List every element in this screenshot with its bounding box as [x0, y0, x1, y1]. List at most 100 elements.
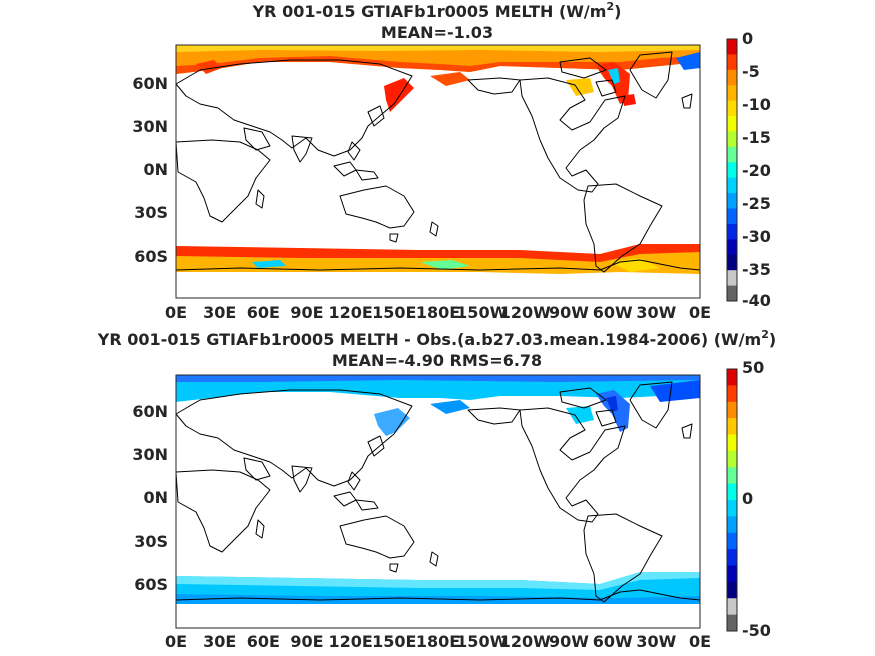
- x-tick-label: 30E: [203, 303, 236, 322]
- colorbar-tick-label: -10: [742, 95, 771, 114]
- colorbar-segment: [727, 614, 737, 632]
- x-tick-label: 150E: [372, 632, 416, 651]
- colorbar-segment: [727, 285, 737, 302]
- labrador-diff-dark-2: [606, 396, 618, 412]
- colorbar-segment: [727, 516, 737, 534]
- colorbar-frame: [726, 38, 738, 302]
- hudson-melt-1: [566, 78, 594, 96]
- colorbar-segment: [727, 369, 737, 386]
- colorbar-segment: [727, 116, 737, 132]
- map-2-frame: [175, 374, 701, 629]
- colorbar-segment: [727, 483, 737, 501]
- x-tick-label: 60W: [593, 632, 633, 651]
- y-tick-label: 30S: [134, 532, 168, 551]
- y-tick-label: 60N: [132, 402, 168, 421]
- chart-1-colorbar-ticks: 0 -5 -10 -15 -20 -25 -30 -35 -40: [742, 29, 771, 310]
- arctic-diff-dark-2: [176, 375, 700, 382]
- chart-1-y-axis: 60N 30N 0N 30S 60S: [132, 74, 168, 266]
- x-tick-label: 150E: [372, 303, 416, 322]
- x-tick-label: 0E: [165, 632, 187, 651]
- colorbar-segment: [727, 177, 737, 194]
- colorbar-segment: [727, 385, 737, 403]
- x-tick-label: 30W: [636, 303, 676, 322]
- colorbar-segment: [727, 146, 737, 163]
- stlawrence-melt-1: [622, 94, 636, 106]
- colorbar-segment: [727, 239, 737, 256]
- colorbar-segment: [727, 565, 737, 583]
- x-tick-label: 180E: [416, 632, 460, 651]
- southern-cyan-2: [252, 260, 286, 268]
- colorbar-segment: [727, 598, 737, 616]
- chart-1-subtitle: MEAN=-1.03: [381, 23, 493, 42]
- colorbar-tick-label: -40: [742, 291, 771, 310]
- colorbar-segment: [727, 532, 737, 550]
- colorbar-tick-label: -25: [742, 194, 771, 213]
- colorbar-segment: [727, 223, 737, 240]
- x-tick-label: 60E: [247, 632, 280, 651]
- southern-edge-1: [176, 244, 700, 262]
- y-tick-label: 0N: [143, 488, 168, 507]
- x-tick-label: 0E: [165, 303, 187, 322]
- y-tick-label: 60S: [134, 575, 168, 594]
- x-tick-label: 0E: [689, 303, 711, 322]
- colorbar-tick-label: -20: [742, 161, 771, 180]
- colorbar-tick-label: 50: [742, 358, 764, 377]
- chart-1-x-axis: 0E 30E 60E 90E 120E 150E 180E 150W 120W …: [165, 303, 711, 322]
- chart-2-y-axis: 60N 30N 0N 30S 60S: [132, 402, 168, 594]
- y-tick-label: 60S: [134, 247, 168, 266]
- colorbar-segment: [727, 500, 737, 517]
- colorbar-tick-label: -30: [742, 227, 771, 246]
- colorbar-segment: [727, 467, 737, 485]
- baltic-melt-1: [196, 60, 222, 74]
- okhotsk-diff-2: [374, 408, 410, 436]
- arctic-yellow-1: [176, 45, 700, 52]
- colorbar-segment: [727, 450, 737, 468]
- bering-diff-2: [430, 400, 470, 414]
- x-tick-label: 120W: [500, 632, 551, 651]
- chart-2-x-axis: 0E 30E 60E 90E 120E 150E 180E 150W 120W …: [165, 632, 711, 651]
- y-tick-label: 0N: [143, 160, 168, 179]
- colorbar-segment: [727, 69, 737, 86]
- chart-2: YR 001-015 GTIAFb1r0005 MELTH - Obs.(a.b…: [97, 328, 776, 651]
- colorbar-tick-label: -15: [742, 128, 771, 147]
- colorbar-segment: [727, 581, 737, 599]
- colorbar-segment: [727, 54, 737, 71]
- y-tick-label: 60N: [132, 74, 168, 93]
- x-tick-label: 120W: [500, 303, 551, 322]
- labrador-core-1: [608, 68, 620, 84]
- colorbar-segment: [727, 208, 737, 225]
- colorbar-tick-label: -5: [742, 62, 760, 81]
- x-tick-label: 150W: [456, 632, 507, 651]
- colorbar-segment: [727, 254, 737, 271]
- x-tick-label: 180E: [416, 303, 460, 322]
- bering-melt-1: [430, 72, 470, 86]
- greenland-sea-diff-2: [650, 380, 700, 402]
- x-tick-label: 30E: [203, 632, 236, 651]
- okhotsk-melt-1: [384, 78, 414, 112]
- chart-1-colorbar: [726, 38, 738, 302]
- colorbar-tick-label: 0: [742, 29, 753, 48]
- x-tick-label: 90E: [290, 303, 323, 322]
- map-1-frame: [175, 44, 701, 299]
- colorbar-segment: [727, 193, 737, 210]
- colorbar-tick-label: -50: [742, 621, 771, 640]
- x-tick-label: 120E: [329, 303, 373, 322]
- colorbar-segment: [727, 549, 737, 567]
- x-tick-label: 60W: [593, 303, 633, 322]
- chart-1-title: YR 001-015 GTIAFb1r0005 MELTH (W/m2): [252, 0, 622, 21]
- colorbar-segment: [727, 100, 737, 117]
- chart-2-map: [175, 374, 701, 629]
- chart-1: YR 001-015 GTIAFb1r0005 MELTH (W/m2) MEA…: [132, 0, 771, 322]
- chart-2-colorbar-ticks: 50 0 -50: [742, 358, 771, 640]
- colorbar-segment: [727, 85, 737, 102]
- chart-1-map: [175, 44, 701, 299]
- labrador-blue-1: [676, 52, 700, 70]
- southern-cyan-1: [420, 260, 470, 270]
- colorbar-segment: [727, 270, 737, 287]
- chart-2-colorbar: [726, 368, 738, 632]
- colorbar-segment: [727, 162, 737, 179]
- chart-2-title: YR 001-015 GTIAFb1r0005 MELTH - Obs.(a.b…: [97, 328, 776, 349]
- y-tick-label: 30N: [132, 445, 168, 464]
- colorbar-segment: [727, 401, 737, 419]
- x-tick-label: 120E: [329, 632, 373, 651]
